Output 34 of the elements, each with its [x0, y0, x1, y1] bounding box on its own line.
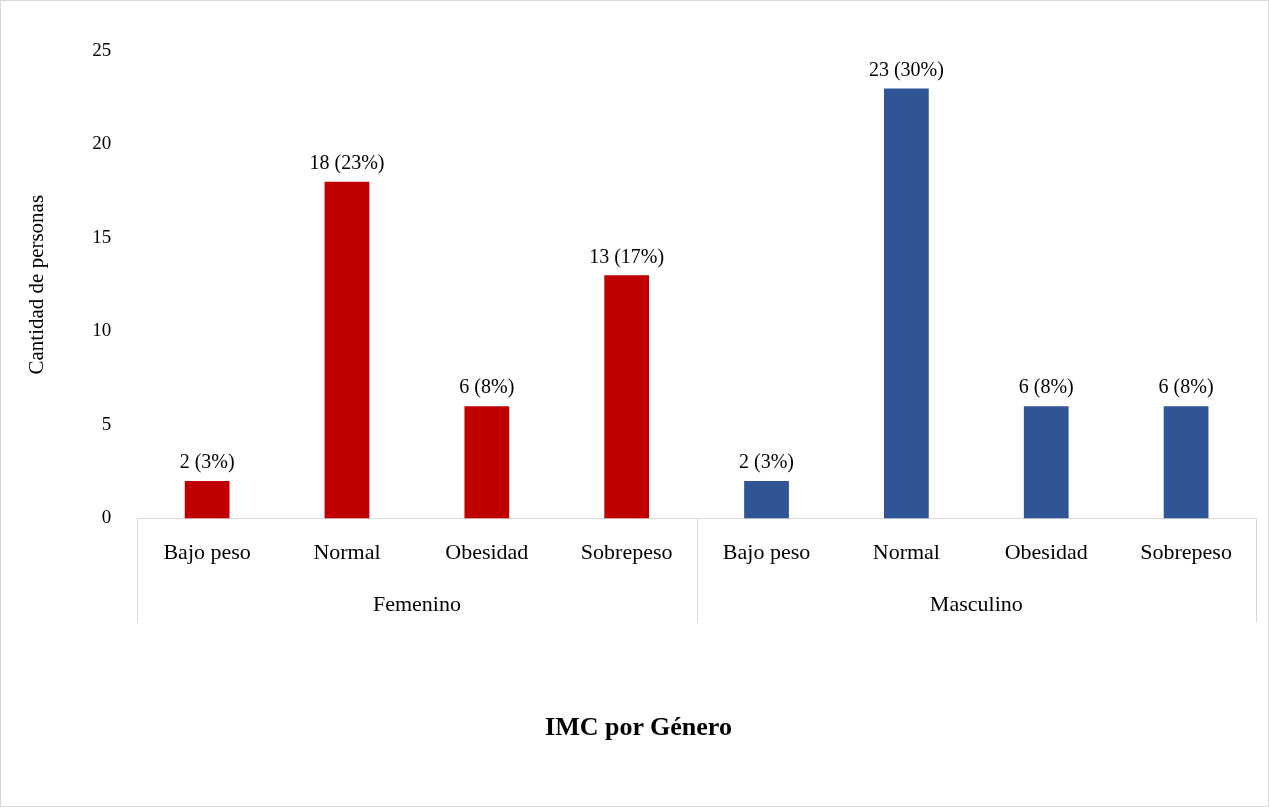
y-tick-label: 0	[101, 506, 112, 528]
data-label: 6 (8%)	[459, 375, 515, 399]
x-tick-label: Sobrepeso	[580, 539, 673, 565]
y-tick-label: 10	[92, 319, 112, 341]
y-tick-label: 20	[92, 132, 112, 154]
y-tick-label: 5	[101, 412, 112, 434]
bar	[1023, 406, 1069, 519]
text: Femenino	[372, 591, 461, 617]
bar	[604, 275, 650, 519]
x-tick-label: Sobrepeso	[1140, 539, 1232, 565]
text: Masculino	[929, 591, 1023, 617]
data-label: 2 (3%)	[179, 450, 235, 474]
data-label: 2 (3%)	[739, 450, 795, 474]
text: IMC por Género	[545, 712, 732, 742]
bar	[324, 181, 370, 519]
y-tick-label: 25	[92, 38, 112, 60]
data-label: 18 (23%)	[309, 151, 385, 175]
x-tick-label: Normal	[313, 539, 381, 565]
data-label: 23 (30%)	[868, 57, 944, 81]
x-tick-label: Obesidad	[445, 539, 529, 565]
bar	[1163, 406, 1209, 519]
data-label: 13 (17%)	[589, 244, 665, 268]
data-label: 6 (8%)	[1018, 375, 1074, 399]
bar	[184, 481, 230, 519]
bar	[464, 406, 510, 519]
y-tick-label: 15	[92, 225, 112, 247]
bar	[744, 481, 789, 519]
bar	[884, 88, 929, 519]
x-tick-label: Bajo peso	[722, 539, 811, 565]
x-tick-label: Obesidad	[1004, 539, 1088, 565]
x-tick-label: Normal	[872, 539, 940, 565]
data-label: 6 (8%)	[1158, 375, 1214, 399]
y-axis-title: Cantidad de personas	[24, 194, 49, 375]
x-tick-label: Bajo peso	[163, 539, 251, 565]
